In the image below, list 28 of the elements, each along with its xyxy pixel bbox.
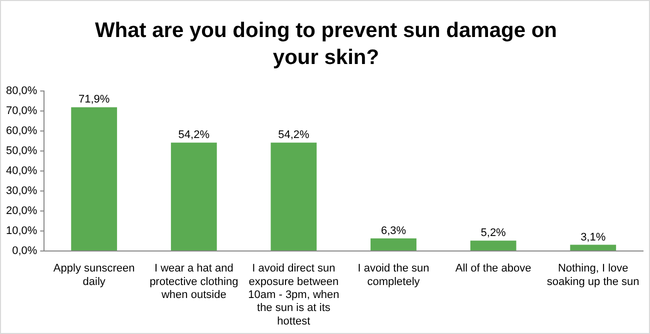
bar	[370, 238, 416, 250]
bar	[570, 244, 616, 250]
y-tick-label: 20,0%	[6, 205, 38, 218]
data-label: 6,3%	[380, 224, 406, 237]
y-tick-label: 30,0%	[6, 185, 38, 198]
x-tick-label: Nothing, I love soaking up the sun	[546, 262, 640, 288]
data-label: 5,2%	[480, 227, 506, 240]
y-tick-label: 80,0%	[6, 85, 38, 98]
bar	[470, 240, 516, 250]
data-label: 54,2%	[278, 129, 310, 142]
data-label: 54,2%	[178, 129, 210, 142]
y-tick-label: 10,0%	[6, 225, 38, 238]
data-label: 71,9%	[78, 94, 110, 106]
y-tick-label: 50,0%	[6, 145, 38, 158]
bar	[71, 107, 118, 250]
y-tick-label: 0,0%	[12, 245, 38, 258]
y-tick-label: 40,0%	[6, 165, 38, 178]
x-tick-label: Apply sunscreen daily	[53, 262, 135, 288]
bar	[170, 142, 217, 250]
x-tick-label: I avoid the sun completely	[358, 262, 430, 288]
data-label: 3,1%	[580, 231, 606, 244]
y-tick-label: 70,0%	[6, 105, 38, 118]
chart-title: What are you doing to prevent sun damage on your skin?	[94, 18, 558, 71]
x-tick-label: I wear a hat and protective clothing when outside	[150, 262, 238, 302]
y-tick-label: 60,0%	[6, 125, 38, 138]
bar	[270, 142, 317, 250]
x-tick-label: I avoid direct sun exposure between 10am - 3pm, when the sun is at its hottest	[248, 262, 340, 328]
x-tick-label: All of the above	[455, 262, 532, 275]
